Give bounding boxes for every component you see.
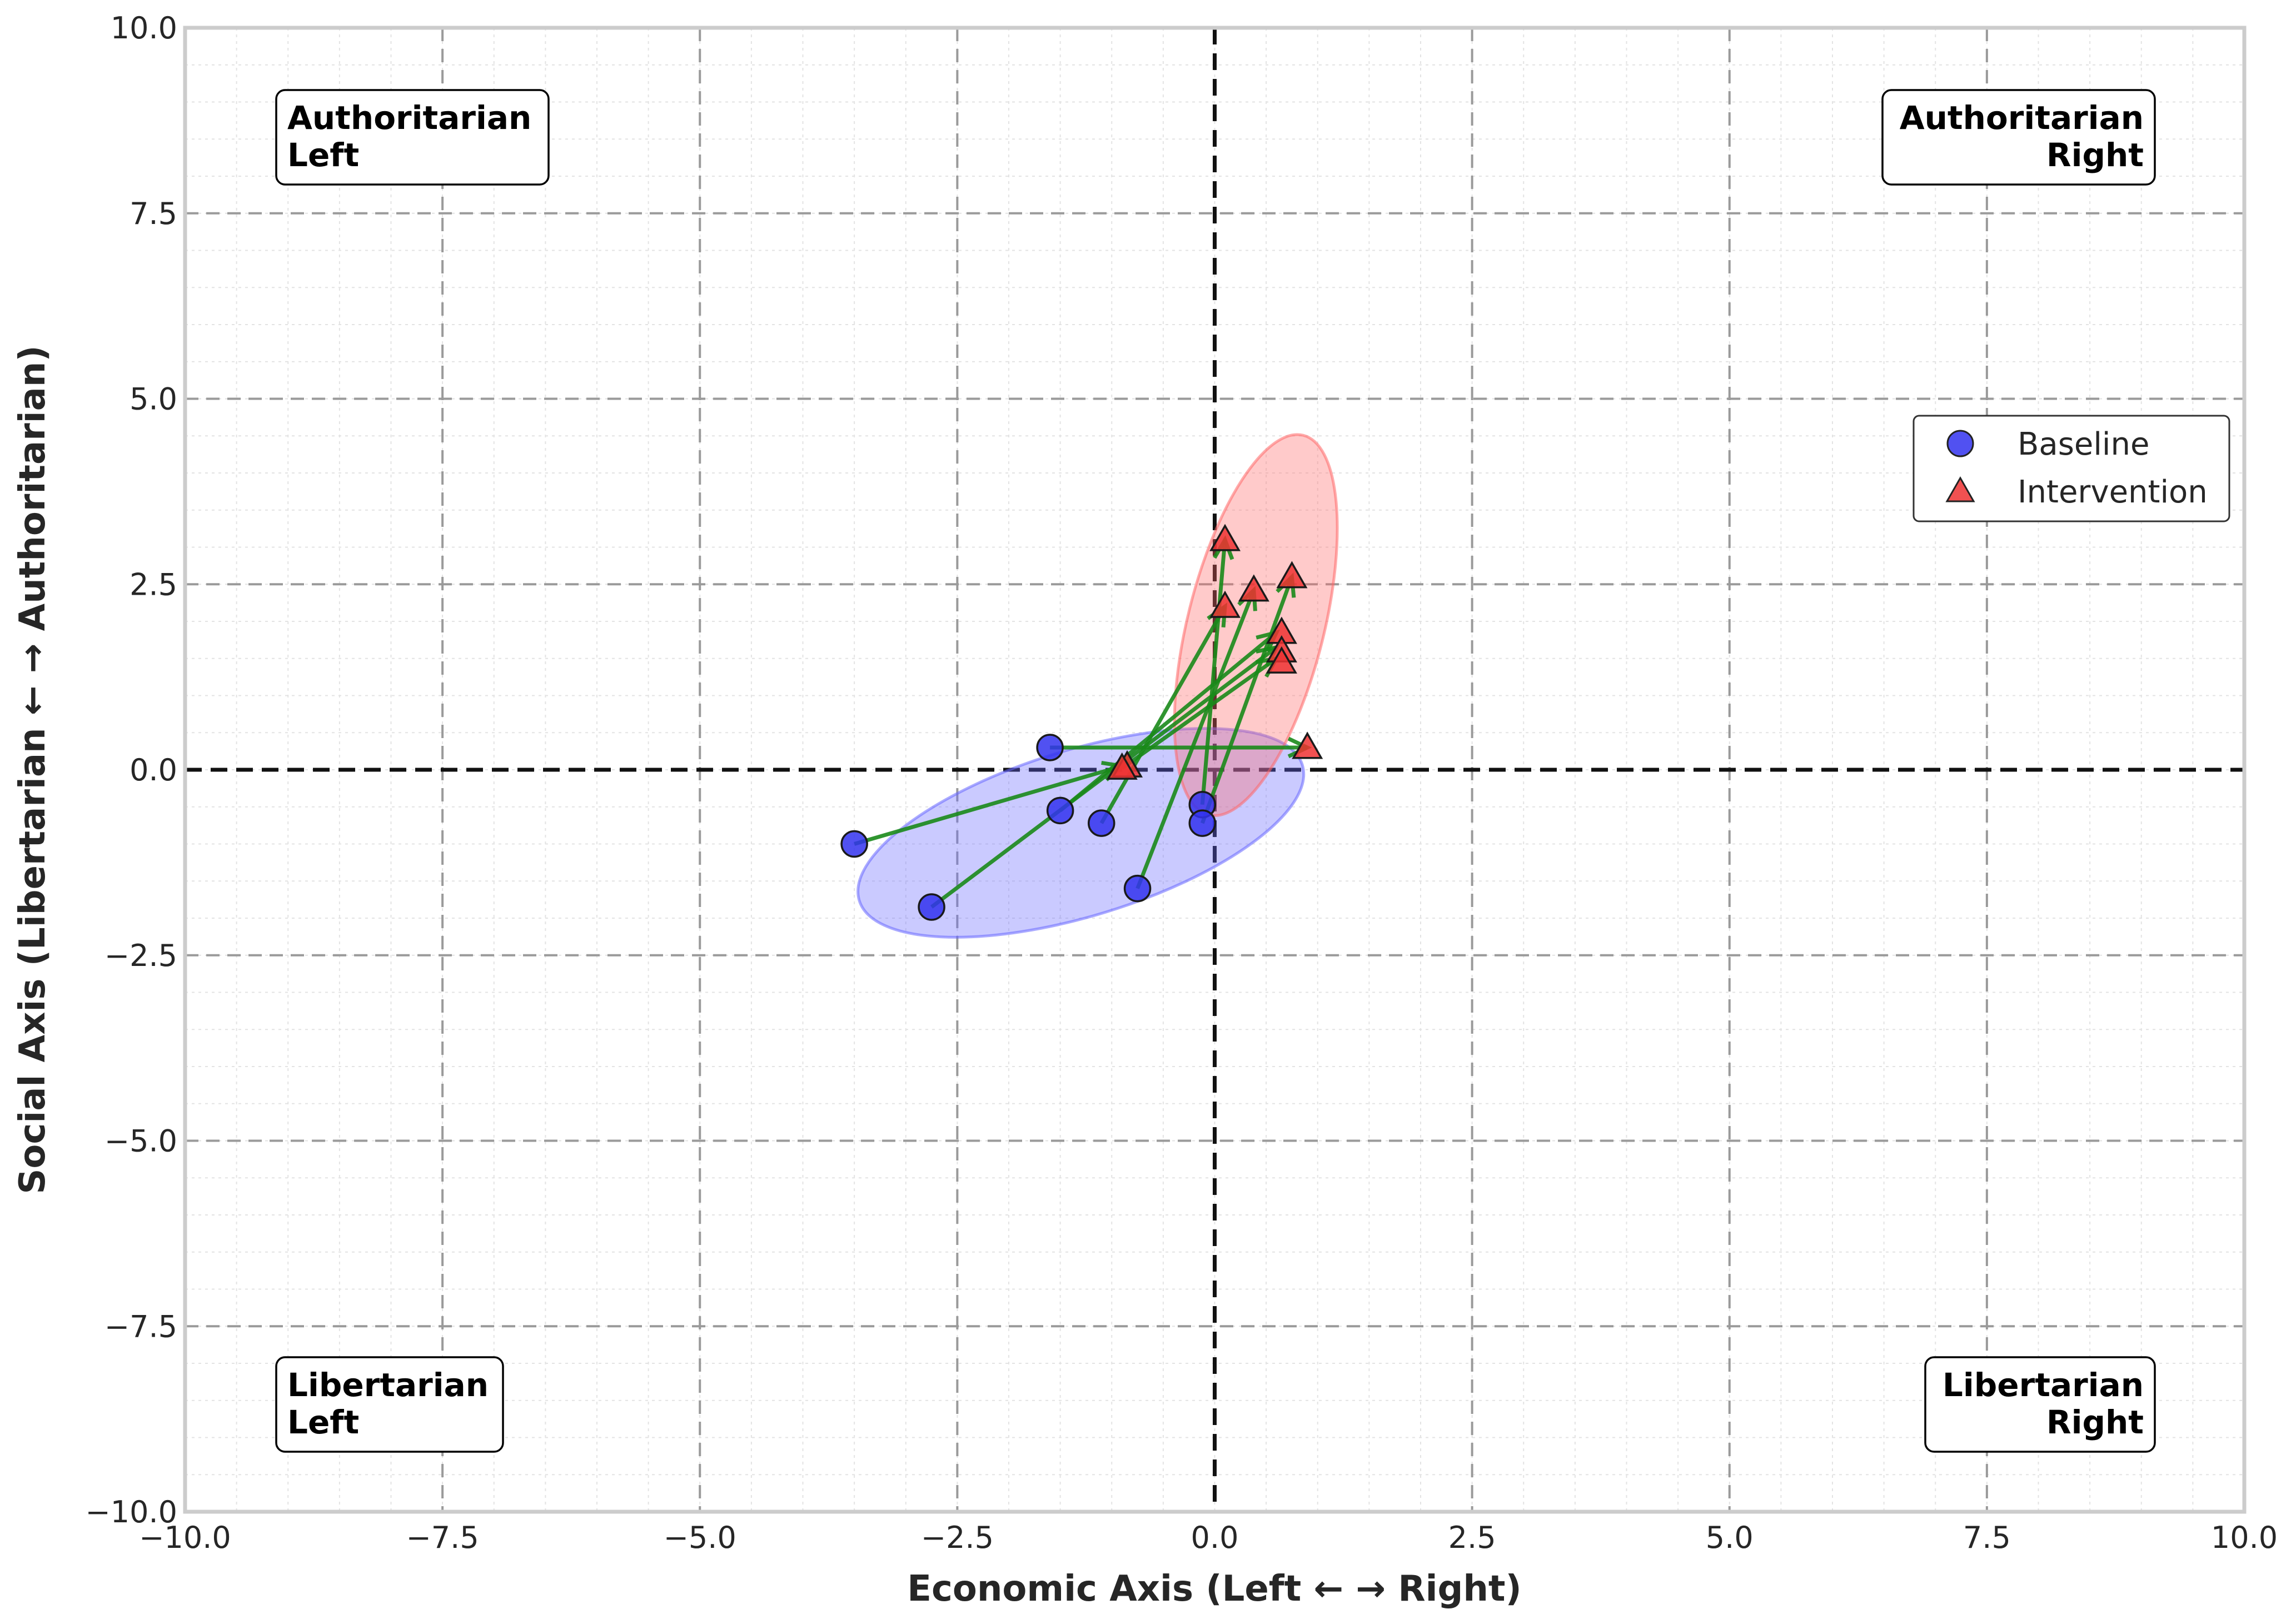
intervention-point — [1292, 731, 1323, 759]
legend: Baseline Intervention — [1913, 415, 2230, 522]
data-points — [840, 524, 1323, 921]
intervention-point — [1238, 574, 1269, 602]
quadrant-label-box — [275, 89, 550, 186]
legend-baseline-label: Baseline — [2018, 426, 2149, 462]
intervention-point — [1209, 524, 1241, 551]
x-tick-label: 5.0 — [1706, 1520, 1754, 1555]
intervention-point — [1209, 590, 1241, 618]
quadrant-label-box — [1881, 89, 2156, 186]
intervention-point — [1276, 561, 1308, 589]
shift-arrow-line — [854, 764, 1123, 846]
x-tick-label: 7.5 — [1963, 1520, 2011, 1555]
legend-baseline-marker — [1946, 430, 1974, 457]
quadrant-labels: AuthoritarianLeftAuthoritarianRightLiber… — [275, 89, 2156, 1453]
quadrant-label-box — [1924, 1356, 2156, 1453]
shift-arrow-line — [1200, 539, 1227, 805]
legend-intervention-label: Intervention — [2018, 474, 2208, 510]
shift-arrow-line — [1099, 605, 1227, 824]
baseline-point — [1087, 809, 1115, 837]
shift-arrow-line — [1059, 631, 1278, 813]
x-tick-label: −5.0 — [664, 1520, 736, 1555]
quadrant-label-text: Left — [287, 136, 359, 174]
intervention-point — [1106, 752, 1138, 780]
x-tick-label: 2.5 — [1448, 1520, 1496, 1555]
x-tick-label: 10.0 — [2211, 1520, 2278, 1555]
quadrant-label-text: Libertarian — [287, 1366, 489, 1404]
y-tick-label: −10.0 — [86, 1495, 177, 1530]
quadrant-label-text: Left — [287, 1403, 359, 1441]
baseline-point — [1046, 796, 1074, 825]
zero-lines — [185, 28, 2244, 1512]
y-axis-label: Social Axis (Libertarian ← → Authoritari… — [12, 345, 53, 1194]
plot-frame — [183, 26, 2247, 1514]
x-tick-label: −7.5 — [406, 1520, 479, 1555]
x-tick-label: 0.0 — [1191, 1520, 1239, 1555]
y-tick-label: −2.5 — [104, 938, 177, 973]
x-tick-label: −10.0 — [139, 1520, 231, 1555]
quadrant-label-text: Authoritarian — [287, 99, 531, 137]
y-tick-label: 2.5 — [130, 567, 177, 602]
y-tick-label: 7.5 — [130, 196, 177, 231]
baseline-point — [918, 893, 945, 921]
shift-arrow-line — [930, 645, 1278, 909]
y-tick-label: 5.0 — [130, 382, 177, 417]
quadrant-label-text: Right — [2046, 1403, 2144, 1441]
legend-intervention-marker — [1945, 476, 1975, 502]
baseline-point — [840, 830, 868, 858]
quadrant-label-text: Authoritarian — [1900, 99, 2144, 137]
legend-box — [1913, 415, 2230, 522]
shift-arrow-line — [1120, 656, 1278, 770]
shift-arrow-line — [1135, 589, 1256, 889]
axis-ticks: −10.0 −7.5 −5.0 −2.5 0.0 2.5 5.0 7.5 10.0 −10.0 −7… — [86, 11, 2278, 1555]
y-tick-label: −7.5 — [104, 1309, 177, 1344]
intervention-point — [1266, 646, 1297, 674]
x-axis-label: Economic Axis (Left ← → Right) — [907, 1568, 1522, 1610]
quadrant-label-text: Right — [2046, 136, 2144, 174]
quadrant-label-box — [275, 1356, 504, 1453]
y-tick-label: 10.0 — [111, 11, 177, 46]
y-tick-label: 0.0 — [130, 753, 177, 788]
x-tick-label: −2.5 — [921, 1520, 994, 1555]
baseline-point — [1036, 734, 1064, 761]
y-tick-label: −5.0 — [104, 1124, 177, 1159]
shift-arrow-line — [1200, 576, 1294, 824]
baseline-point — [1123, 874, 1152, 903]
baseline-point — [1188, 809, 1217, 837]
quadrant-label-text: Libertarian — [1943, 1366, 2144, 1404]
